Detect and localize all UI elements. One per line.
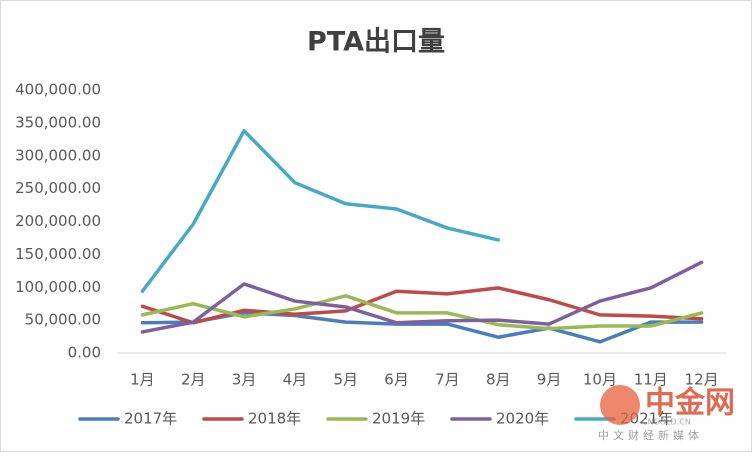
y-tick-label: 0.00	[68, 344, 101, 362]
x-tick-label: 8月	[486, 371, 511, 389]
y-tick-label: 100,000.00	[15, 278, 101, 296]
legend-label: 2017年	[124, 410, 177, 428]
x-tick-label: 5月	[333, 371, 358, 389]
chart-title: PTA出口量	[307, 27, 445, 58]
series-line	[140, 129, 500, 293]
x-tick-label: 1月	[130, 371, 155, 389]
series-line	[140, 294, 704, 331]
x-tick-label: 6月	[384, 371, 409, 389]
legend-label: 2018年	[248, 410, 301, 428]
y-tick-label: 400,000.00	[15, 81, 101, 99]
legend-label: 2020年	[496, 410, 549, 428]
watermark-logo	[600, 385, 640, 425]
y-tick-label: 250,000.00	[15, 179, 101, 197]
y-tick-label: 50,000.00	[25, 311, 101, 329]
y-tick-label: 300,000.00	[15, 146, 101, 164]
x-tick-label: 4月	[283, 371, 308, 389]
x-tick-label: 3月	[232, 371, 257, 389]
watermark-slogan: 中文财经新媒体	[598, 428, 703, 442]
y-tick-label: 200,000.00	[15, 212, 101, 230]
y-tick-label: 150,000.00	[15, 245, 101, 263]
series-line	[140, 286, 704, 325]
legend-label: 2019年	[372, 410, 425, 428]
x-tick-label: 2月	[181, 371, 206, 389]
x-tick-label: 12月	[685, 371, 719, 389]
x-tick-label: 10月	[583, 371, 617, 389]
watermark-name: 中金网	[645, 386, 735, 421]
x-tick-label: 7月	[435, 371, 460, 389]
x-tick-label: 11月	[634, 371, 668, 389]
x-tick-label: 9月	[537, 371, 562, 389]
watermark-site: CNGOLD.CN	[642, 418, 691, 427]
series-line	[140, 260, 704, 334]
y-tick-label: 350,000.00	[15, 113, 101, 131]
